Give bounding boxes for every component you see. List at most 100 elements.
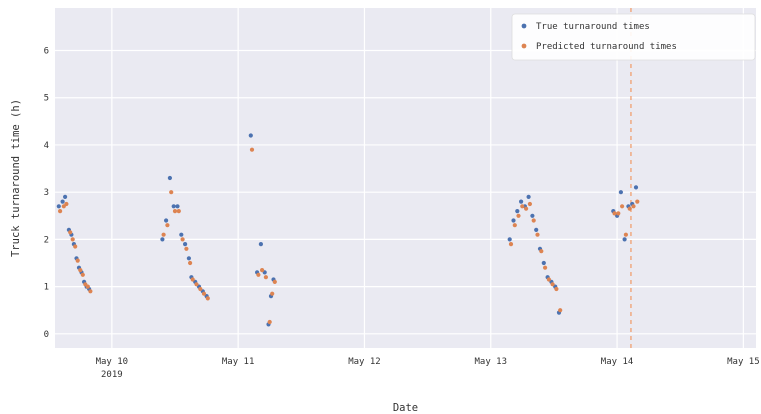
predicted-time-point: [68, 230, 73, 235]
predicted-time-point: [631, 204, 636, 209]
predicted-time-point: [184, 246, 189, 251]
predicted-time-point: [260, 268, 265, 273]
x-tick-sublabel: 2019: [101, 370, 123, 380]
grid-lines: [55, 8, 756, 348]
predicted-time-point: [73, 244, 78, 249]
predicted-time-point: [78, 268, 83, 273]
predicted-time-point: [623, 232, 629, 237]
predicted-time-point: [543, 265, 548, 270]
predicted-time-point: [256, 272, 261, 277]
predicted-time-point: [272, 279, 277, 284]
predicted-time-point: [180, 237, 185, 242]
true-time-point: [171, 204, 176, 209]
y-axis-ticks: 0 1 2 3 4 5 6: [44, 47, 49, 340]
true-time-point: [63, 194, 68, 199]
true-time-point: [622, 237, 627, 242]
predicted-time-point: [527, 201, 533, 207]
legend: True turnaround times Predicted turnarou…: [511, 13, 756, 61]
true-time-point: [160, 237, 165, 242]
predicted-time-point: [58, 209, 63, 214]
predicted-time-point: [263, 275, 268, 280]
predicted-time-point: [267, 319, 272, 325]
legend-label-predicted: Predicted turnaround times: [536, 42, 677, 52]
predicted-time-point: [531, 218, 536, 223]
predicted-time-point: [635, 199, 640, 204]
predicted-time-point: [627, 206, 632, 211]
legend-marker-predicted: [521, 43, 527, 49]
y-tick-label: 6: [44, 47, 49, 57]
x-tick-label: May 14: [601, 357, 634, 367]
predicted-time-point: [169, 190, 174, 195]
legend-label-true: True turnaround times: [536, 22, 650, 32]
x-tick-label: May 13: [474, 357, 507, 367]
y-tick-label: 3: [44, 188, 49, 198]
predicted-time-point: [165, 223, 170, 228]
y-axis-title: Truck turnaround time (h): [10, 99, 22, 257]
true-time-point: [56, 204, 61, 209]
true-time-point: [60, 199, 65, 204]
predicted-time-point: [176, 209, 181, 214]
y-tick-label: 1: [44, 283, 49, 293]
true-time-point: [507, 237, 512, 242]
predicted-time-point: [85, 284, 90, 289]
true-time-point: [248, 133, 253, 138]
x-tick-label: May 15: [727, 357, 760, 367]
predicted-time-point: [205, 296, 210, 301]
true-time-point: [511, 218, 516, 223]
true-time-point: [541, 260, 546, 266]
legend-box: [511, 13, 756, 61]
x-tick-label: May 11: [222, 357, 255, 367]
predicted-time-point: [550, 282, 555, 287]
predicted-time-point: [201, 291, 207, 296]
predicted-time-point: [270, 291, 275, 296]
y-tick-label: 2: [44, 235, 49, 245]
predicted-time-point: [198, 286, 203, 292]
y-tick-label: 4: [44, 141, 49, 151]
predicted-time-point: [546, 277, 552, 282]
predicted-time-point: [249, 147, 255, 152]
predicted-time-point: [70, 237, 75, 242]
true-time-point: [519, 199, 524, 204]
predicted-time-point: [80, 272, 85, 277]
true-time-point: [183, 242, 188, 247]
predicted-time-point: [512, 223, 517, 228]
true-time-point: [526, 194, 531, 199]
predicted-time-point: [75, 258, 80, 263]
x-tick-label: May 10: [96, 357, 129, 367]
predicted-time-point: [558, 308, 563, 313]
true-time-point: [175, 204, 180, 209]
true-time-point: [167, 175, 172, 181]
y-tick-label: 5: [44, 94, 49, 104]
predicted-time-point: [554, 286, 559, 292]
data-points: [56, 133, 640, 327]
predicted-time-point: [535, 232, 540, 237]
predicted-time-point: [64, 201, 69, 207]
predicted-time-point: [516, 213, 521, 218]
predicted-time-point: [620, 204, 625, 209]
x-axis-ticks: May 10 2019 May 11 May 12 May 13 May 14 May 15: [96, 357, 760, 380]
predicted-time-point: [194, 282, 199, 287]
true-time-point: [515, 209, 520, 214]
predicted-time-point: [508, 242, 514, 247]
x-tick-label: May 12: [348, 357, 381, 367]
y-tick-label: 0: [44, 330, 49, 340]
true-time-point: [534, 227, 539, 232]
predicted-time-point: [524, 206, 529, 211]
predicted-time-point: [88, 289, 93, 294]
true-time-point: [618, 190, 624, 195]
predicted-time-point: [188, 260, 193, 266]
predicted-time-point: [612, 211, 617, 216]
x-axis-title: Date: [393, 402, 418, 414]
legend-marker-true: [521, 23, 527, 29]
true-time-point: [186, 256, 191, 261]
true-time-point: [258, 242, 263, 247]
predicted-time-point: [520, 204, 525, 209]
predicted-time-point: [539, 249, 544, 254]
predicted-time-point: [616, 211, 621, 216]
true-time-point: [633, 185, 639, 190]
true-time-point: [530, 213, 535, 218]
true-time-point: [164, 218, 169, 223]
predicted-time-point: [172, 209, 178, 214]
predicted-time-point: [190, 277, 195, 282]
